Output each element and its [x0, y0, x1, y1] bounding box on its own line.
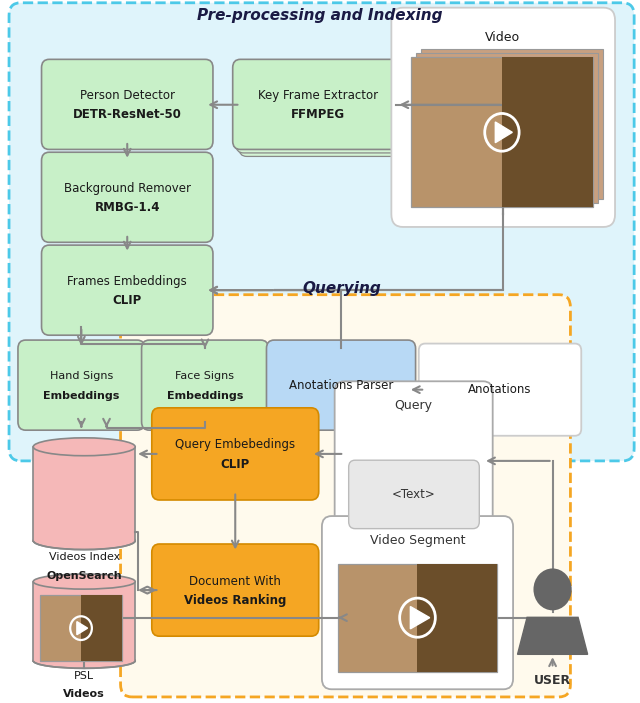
Polygon shape	[77, 621, 88, 635]
FancyBboxPatch shape	[239, 66, 410, 157]
Text: Pre-processing and Indexing: Pre-processing and Indexing	[197, 8, 443, 23]
FancyBboxPatch shape	[419, 344, 581, 436]
FancyBboxPatch shape	[416, 53, 598, 203]
Text: RMBG-1.4: RMBG-1.4	[95, 201, 160, 214]
FancyBboxPatch shape	[9, 3, 634, 461]
Text: CLIP: CLIP	[113, 294, 142, 307]
Text: Key Frame Extractor: Key Frame Extractor	[259, 89, 378, 102]
FancyBboxPatch shape	[411, 57, 593, 207]
FancyBboxPatch shape	[236, 63, 407, 153]
Text: Hand Signs: Hand Signs	[50, 371, 113, 381]
FancyBboxPatch shape	[417, 564, 497, 672]
Text: Anotations: Anotations	[468, 383, 531, 396]
FancyBboxPatch shape	[338, 564, 497, 672]
Ellipse shape	[33, 574, 135, 589]
FancyBboxPatch shape	[349, 460, 479, 529]
FancyBboxPatch shape	[33, 581, 135, 661]
FancyBboxPatch shape	[266, 340, 415, 430]
Text: Querying: Querying	[303, 280, 381, 296]
FancyBboxPatch shape	[42, 59, 213, 150]
Text: Anotations Parser: Anotations Parser	[289, 379, 393, 392]
Text: Query: Query	[395, 399, 433, 413]
Text: PSL: PSL	[74, 671, 94, 681]
Text: Person Detector: Person Detector	[80, 89, 175, 102]
Text: CLIP: CLIP	[221, 458, 250, 471]
FancyBboxPatch shape	[233, 59, 404, 150]
FancyBboxPatch shape	[421, 49, 603, 199]
Text: Videos Ranking: Videos Ranking	[184, 594, 287, 607]
FancyBboxPatch shape	[152, 544, 319, 636]
FancyBboxPatch shape	[42, 153, 213, 243]
FancyBboxPatch shape	[141, 340, 268, 430]
Text: USER: USER	[534, 674, 571, 688]
Text: Videos: Videos	[63, 689, 105, 699]
Ellipse shape	[33, 653, 135, 669]
Text: FFMPEG: FFMPEG	[291, 108, 346, 122]
Text: Query Embebedings: Query Embebedings	[175, 439, 295, 451]
FancyBboxPatch shape	[18, 340, 145, 430]
FancyBboxPatch shape	[33, 447, 135, 541]
FancyBboxPatch shape	[40, 595, 122, 662]
Text: Video: Video	[485, 31, 520, 44]
FancyBboxPatch shape	[322, 516, 513, 689]
FancyBboxPatch shape	[120, 295, 570, 697]
FancyBboxPatch shape	[335, 381, 493, 541]
Text: Frames Embeddings: Frames Embeddings	[67, 275, 187, 288]
Text: Background Remover: Background Remover	[64, 181, 191, 195]
Circle shape	[534, 569, 572, 610]
Text: Video Segment: Video Segment	[370, 534, 465, 546]
Text: Videos Index: Videos Index	[49, 553, 120, 562]
Polygon shape	[410, 607, 429, 629]
Text: Face Signs: Face Signs	[175, 371, 234, 381]
FancyBboxPatch shape	[392, 8, 615, 227]
Text: Document With: Document With	[189, 574, 281, 588]
FancyBboxPatch shape	[502, 57, 593, 207]
Text: Embeddings: Embeddings	[167, 391, 243, 401]
Text: Embeddings: Embeddings	[43, 391, 120, 401]
FancyBboxPatch shape	[81, 595, 122, 662]
FancyBboxPatch shape	[152, 408, 319, 500]
Ellipse shape	[33, 531, 135, 550]
Polygon shape	[518, 617, 588, 654]
Polygon shape	[495, 122, 513, 143]
Text: DETR-ResNet-50: DETR-ResNet-50	[73, 108, 182, 122]
Ellipse shape	[33, 438, 135, 456]
FancyBboxPatch shape	[42, 245, 213, 335]
Text: <Text>: <Text>	[392, 488, 436, 501]
Text: OpenSearch: OpenSearch	[47, 571, 122, 581]
